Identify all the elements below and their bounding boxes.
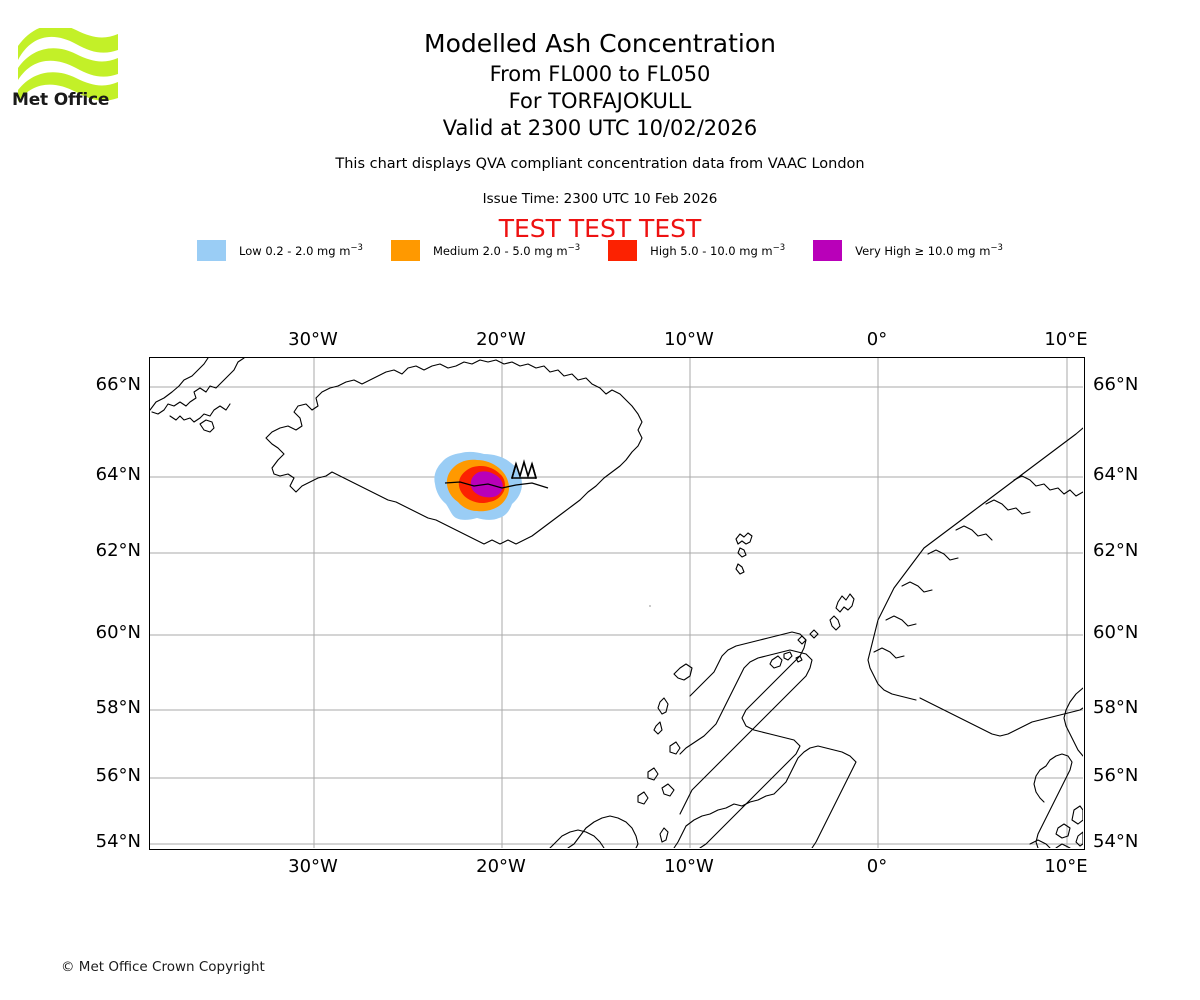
lat-label-right-58N: 58°N bbox=[1093, 697, 1139, 718]
lat-label-left-62N: 62°N bbox=[95, 540, 141, 561]
lat-label-left-66N: 66°N bbox=[95, 374, 141, 395]
legend-entry-very-high: Very High ≥ 10.0 mg m−3 bbox=[813, 240, 1003, 261]
coast-shetland-real bbox=[829, 593, 855, 631]
map-plot-area bbox=[149, 357, 1085, 850]
lon-label-bottom-10W: 10°W bbox=[664, 856, 714, 877]
lat-label-left-64N: 64°N bbox=[95, 464, 141, 485]
coast-scotland-west bbox=[637, 663, 693, 805]
issue-time-text: Issue Time: 2300 UTC 10 Feb 2026 bbox=[482, 191, 718, 207]
lon-label-top-10W: 10°W bbox=[664, 329, 714, 350]
lon-label-bottom-0: 0° bbox=[866, 856, 888, 877]
coast-scotland-mainland bbox=[689, 631, 807, 848]
coast-great-britain bbox=[673, 649, 857, 848]
lat-label-left-54N: 54°N bbox=[95, 831, 141, 852]
coast-north-sea-islands bbox=[1029, 839, 1071, 848]
volcano-marker-icon bbox=[511, 459, 537, 479]
flight-route-line bbox=[444, 481, 549, 489]
lat-label-right-60N: 60°N bbox=[1093, 622, 1139, 643]
legend-swatch-very-high bbox=[813, 240, 843, 261]
map-coastlines bbox=[150, 358, 1083, 848]
lon-label-bottom-30W: 30°W bbox=[288, 856, 338, 877]
legend-swatch-high bbox=[608, 240, 638, 261]
coast-misc-islets bbox=[797, 629, 819, 645]
title-flight-levels: From FL000 to FL050 bbox=[489, 62, 711, 86]
copyright-text: © Met Office Crown Copyright bbox=[61, 959, 265, 975]
lat-label-left-56N: 56°N bbox=[95, 765, 141, 786]
lat-label-right-62N: 62°N bbox=[1093, 540, 1139, 561]
legend-swatch-low bbox=[197, 240, 227, 261]
title-valid-time: Valid at 2300 UTC 10/02/2026 bbox=[442, 116, 758, 140]
met-office-logo bbox=[14, 24, 124, 113]
title-volcano: For TORFAJOKULL bbox=[508, 89, 692, 113]
coast-faroe-islands bbox=[735, 532, 753, 575]
lon-label-top-30W: 30°W bbox=[288, 329, 338, 350]
lat-label-right-64N: 64°N bbox=[1093, 464, 1139, 485]
lon-label-top-20W: 20°W bbox=[476, 329, 526, 350]
legend-entry-low: Low 0.2 - 2.0 mg m−3 bbox=[197, 240, 363, 261]
coast-norway-south bbox=[919, 697, 1083, 737]
coast-norway-fjords bbox=[873, 475, 1083, 659]
test-banner: TEST TEST TEST bbox=[498, 214, 702, 243]
coast-orkney-isles bbox=[769, 651, 803, 669]
legend-label-high: High 5.0 - 10.0 mg m−3 bbox=[650, 242, 786, 258]
lat-label-left-58N: 58°N bbox=[95, 697, 141, 718]
lon-label-top-10E: 10°E bbox=[1044, 329, 1088, 350]
legend-entry-high: High 5.0 - 10.0 mg m−3 bbox=[608, 240, 785, 261]
legend-entry-medium: Medium 2.0 - 5.0 mg m−3 bbox=[390, 240, 581, 261]
lon-label-bottom-20W: 20°W bbox=[476, 856, 526, 877]
legend-label-very-high: Very High ≥ 10.0 mg m−3 bbox=[855, 242, 1003, 258]
legend-swatch-medium bbox=[390, 240, 420, 261]
logo-waves bbox=[18, 24, 118, 102]
coast-isle-of-man bbox=[659, 827, 669, 843]
lon-label-top-0: 0° bbox=[866, 329, 888, 350]
coast-denmark-islands bbox=[1055, 805, 1083, 847]
map-canvas bbox=[150, 358, 1083, 848]
coast-northern-ireland bbox=[567, 815, 639, 848]
lon-label-bottom-10E: 10°E bbox=[1044, 856, 1088, 877]
legend-label-low: Low 0.2 - 2.0 mg m−3 bbox=[239, 242, 363, 258]
page-title: Modelled Ash Concentration bbox=[424, 29, 776, 58]
coast-sweden-west bbox=[1063, 687, 1083, 757]
coast-ireland bbox=[549, 829, 605, 848]
coast-iceland bbox=[265, 359, 643, 545]
legend-label-medium: Medium 2.0 - 5.0 mg m−3 bbox=[432, 242, 581, 258]
coast-norway bbox=[867, 427, 1083, 701]
lat-label-right-54N: 54°N bbox=[1093, 831, 1139, 852]
lat-label-left-60N: 60°N bbox=[95, 622, 141, 643]
map-gridlines bbox=[150, 358, 1083, 848]
chart-subtitle: This chart displays QVA compliant concen… bbox=[335, 156, 865, 172]
concentration-legend: Low 0.2 - 2.0 mg m−3 Medium 2.0 - 5.0 mg … bbox=[0, 240, 1200, 261]
coast-denmark bbox=[1033, 753, 1073, 848]
coast-greenland bbox=[150, 358, 245, 433]
met-office-wordmark: Met Office bbox=[12, 90, 110, 110]
lat-label-right-66N: 66°N bbox=[1093, 374, 1139, 395]
lat-label-right-56N: 56°N bbox=[1093, 765, 1139, 786]
